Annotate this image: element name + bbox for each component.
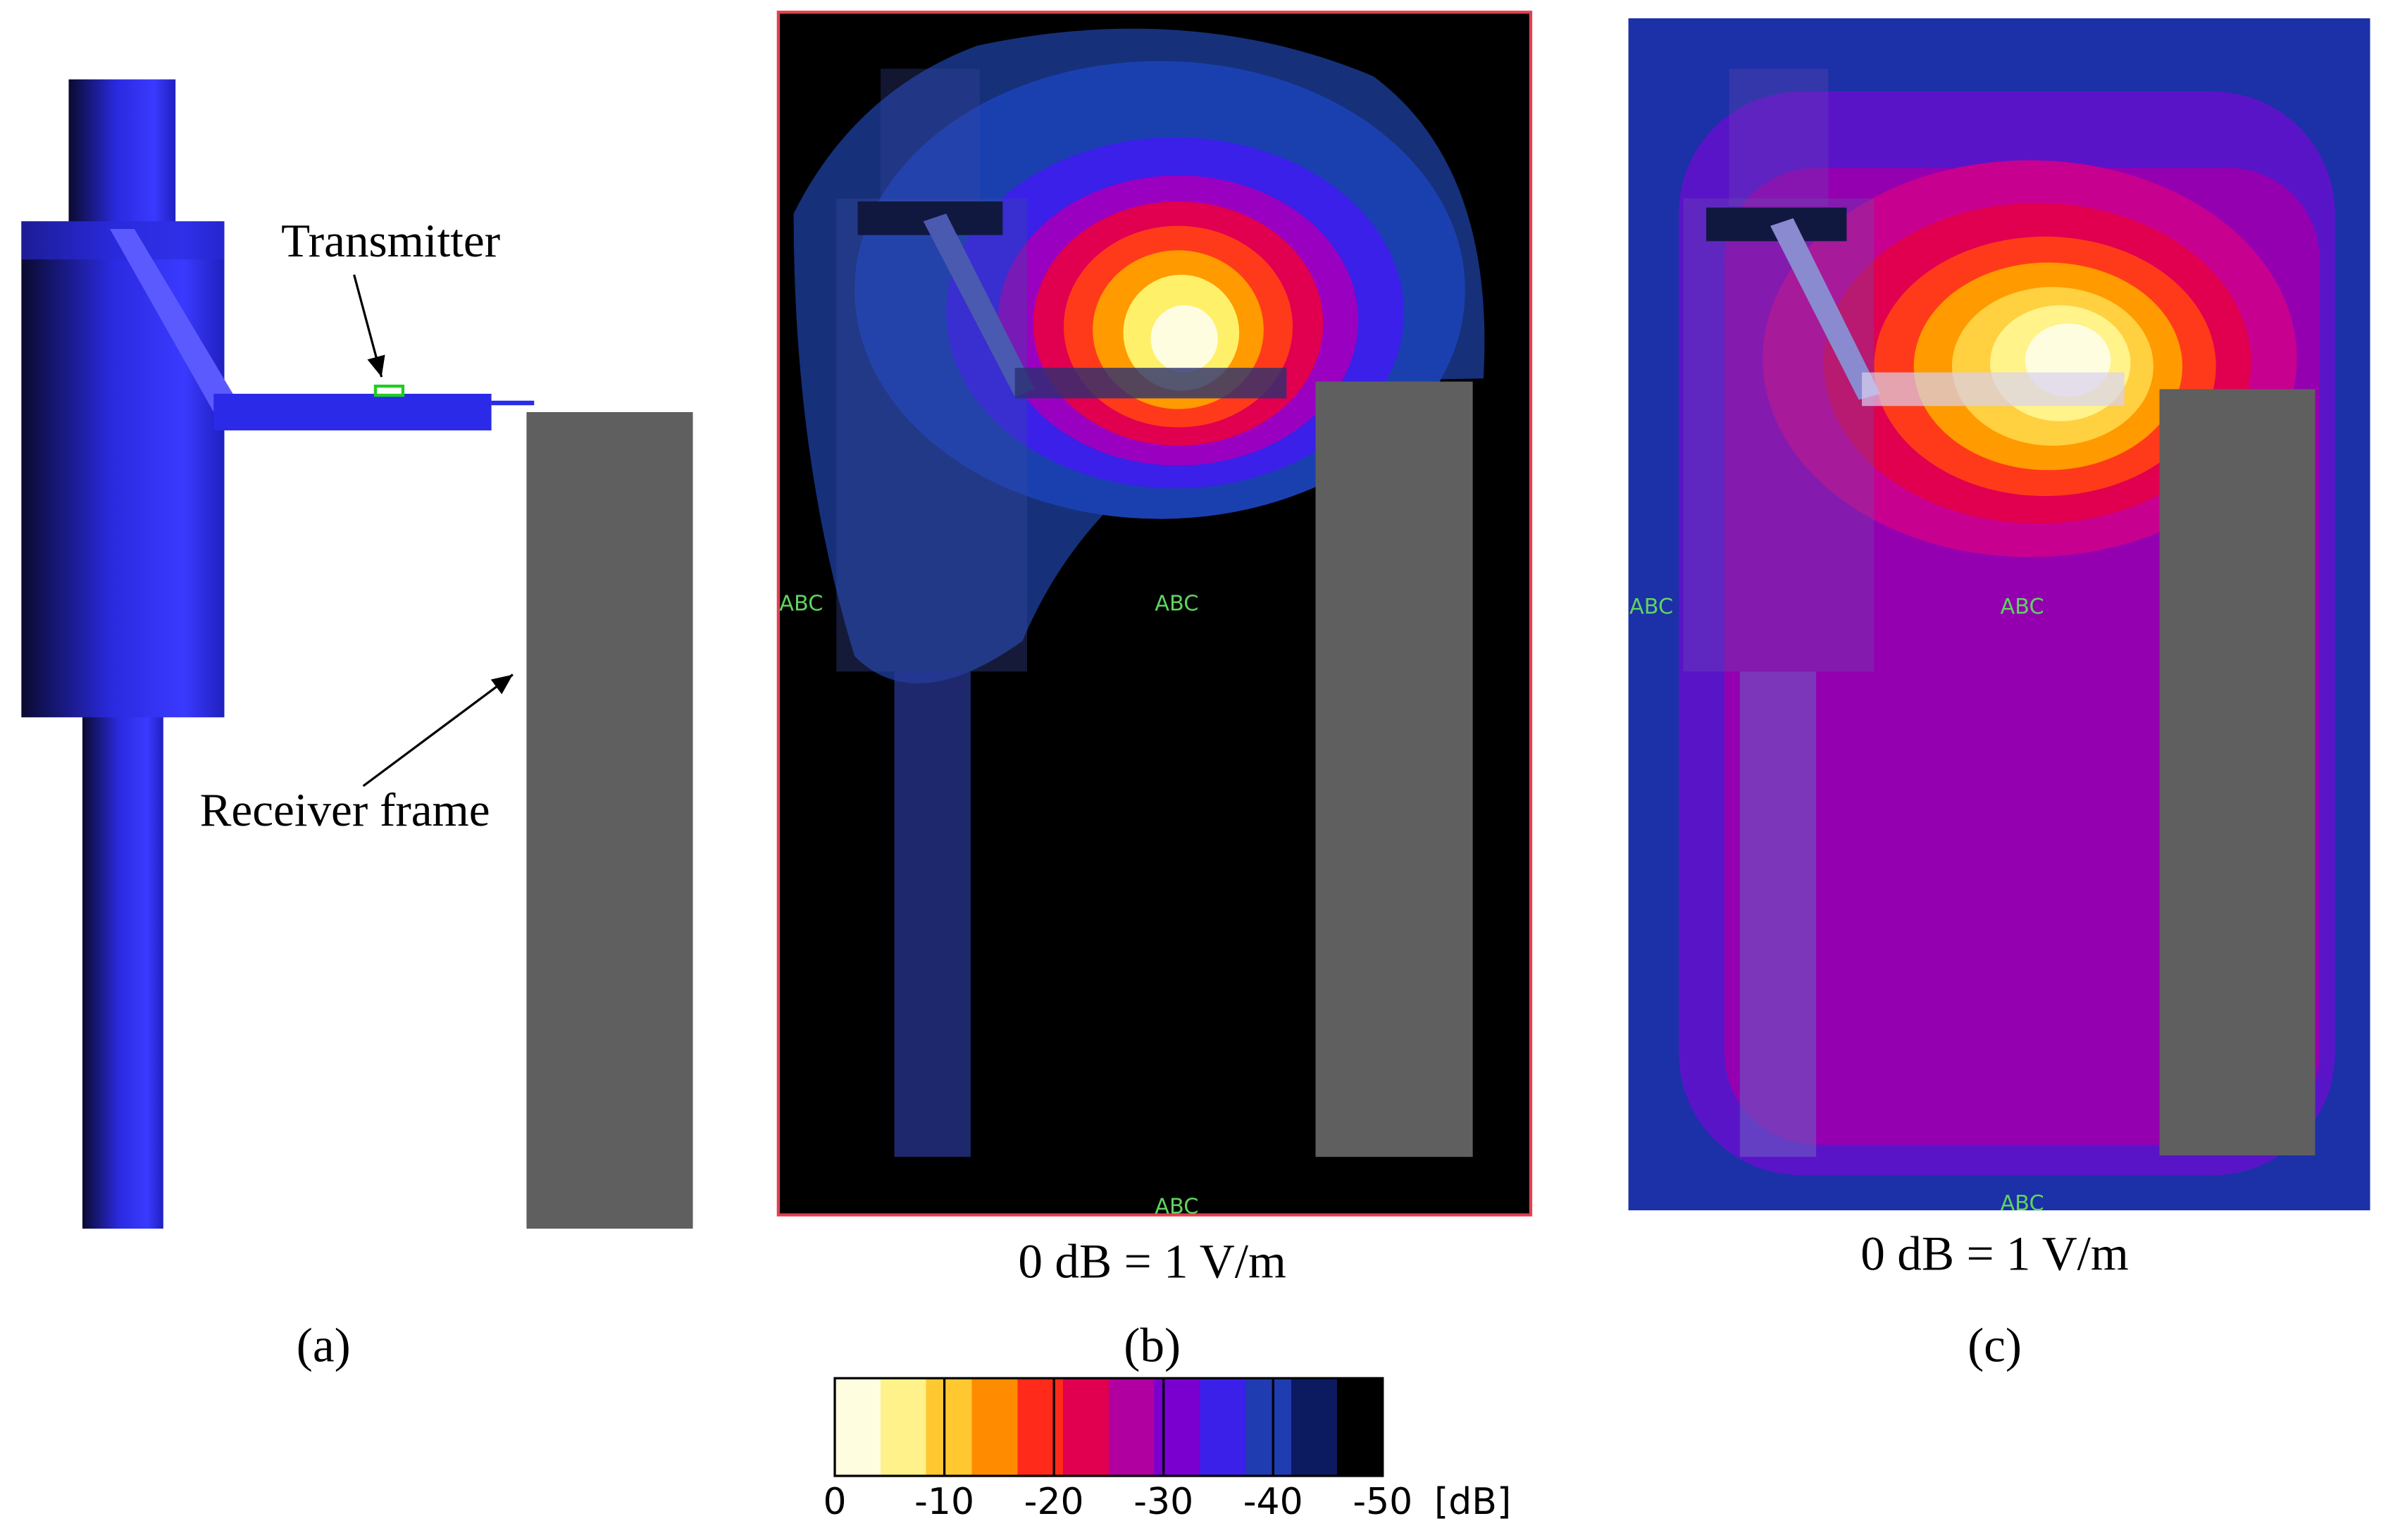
- transmitter-label: Transmitter: [281, 214, 500, 267]
- receiver-frame: [2159, 389, 2316, 1156]
- tick-label: -50: [1353, 1481, 1412, 1523]
- pole-bottom: [82, 714, 163, 1229]
- marker: ABC: [2000, 595, 2044, 619]
- tick-label: 0: [823, 1481, 847, 1523]
- housing: [21, 221, 225, 718]
- colorbar-scale: [833, 1377, 1384, 1477]
- reference: 0 dB = 1 V/m: [1018, 1234, 1286, 1288]
- arm-diagonal: [923, 213, 1035, 397]
- arrow: [353, 274, 385, 378]
- field-contour: [1150, 305, 1218, 373]
- arm: [1014, 368, 1287, 399]
- pole-top: [1729, 68, 1829, 206]
- arrow: [362, 673, 514, 788]
- tick-label: -40: [1243, 1481, 1303, 1523]
- marker: ABC: [779, 592, 823, 616]
- pole-top: [68, 79, 176, 225]
- tick-label: -30: [1133, 1481, 1193, 1523]
- caption: (b): [1124, 1318, 1181, 1372]
- unit-label: [dB]: [1434, 1481, 1511, 1523]
- arm-diagonal: [1770, 218, 1881, 400]
- transmitter: [373, 384, 405, 397]
- pole-top: [881, 68, 980, 206]
- caption: (a): [297, 1318, 351, 1372]
- arm: [1862, 372, 2125, 406]
- tick-label: -10: [914, 1481, 974, 1523]
- receiver-frame: [526, 411, 693, 1229]
- arm-diagonal: [109, 228, 237, 412]
- panel-a: Transmitter Receiver frame (a): [21, 79, 693, 1372]
- marker: ABC: [1155, 592, 1198, 616]
- panel-c: ABC ABC ABC 0 dB = 1 V/m (c): [1628, 18, 2370, 1372]
- marker: ABC: [2000, 1191, 2044, 1216]
- caption: (c): [1968, 1318, 2022, 1372]
- receiver-label: Receiver frame: [200, 783, 490, 836]
- pole-bottom: [1739, 671, 1817, 1157]
- marker: ABC: [1629, 595, 1673, 619]
- reference: 0 dB = 1 V/m: [1860, 1227, 2129, 1281]
- receiver-frame: [1315, 381, 1473, 1157]
- housing: [1683, 198, 1875, 672]
- housing: [836, 198, 1028, 672]
- pole-bottom: [894, 671, 971, 1157]
- panel-b: ABC ABC ABC 0 dB = 1 V/m (b): [776, 11, 1533, 1372]
- tick-label: -20: [1024, 1481, 1084, 1523]
- marker: ABC: [1155, 1194, 1198, 1219]
- colorbar: [dB] 0 -10 -20 -30 -40 -50: [823, 1377, 1511, 1523]
- arm: [213, 393, 492, 430]
